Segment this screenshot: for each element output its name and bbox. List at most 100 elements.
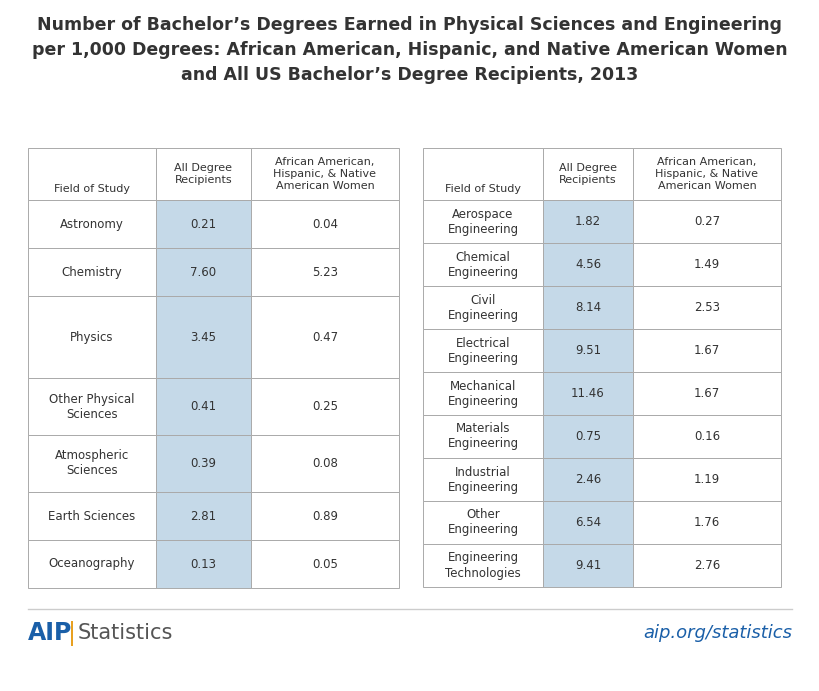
Text: 0.08: 0.08: [312, 457, 337, 470]
Bar: [632, 372, 780, 415]
Bar: [423, 329, 542, 372]
Text: Mechanical
Engineering: Mechanical Engineering: [447, 379, 518, 408]
Bar: [423, 372, 542, 415]
Text: 5.23: 5.23: [311, 265, 337, 278]
Text: 0.27: 0.27: [693, 215, 719, 228]
Bar: [423, 148, 542, 200]
Text: 0.39: 0.39: [190, 457, 216, 470]
Bar: [542, 286, 632, 329]
Text: Engineering
Technologies: Engineering Technologies: [445, 551, 520, 580]
Text: 1.76: 1.76: [693, 516, 719, 529]
Text: 1.67: 1.67: [693, 344, 719, 357]
Text: Other
Engineering: Other Engineering: [447, 509, 518, 536]
Bar: [156, 378, 251, 435]
Text: Civil
Engineering: Civil Engineering: [447, 294, 518, 321]
Bar: [542, 415, 632, 458]
Bar: [632, 501, 780, 544]
Bar: [423, 243, 542, 286]
Text: 1.49: 1.49: [693, 258, 719, 271]
Bar: [632, 415, 780, 458]
Bar: [251, 540, 399, 588]
Text: Statistics: Statistics: [78, 623, 173, 643]
Text: 0.25: 0.25: [311, 400, 337, 413]
Text: Materials
Engineering: Materials Engineering: [447, 422, 518, 451]
Bar: [542, 148, 632, 200]
Text: All Degree
Recipients: All Degree Recipients: [559, 163, 616, 184]
Text: 8.14: 8.14: [574, 301, 600, 314]
Text: 11.46: 11.46: [570, 387, 604, 400]
Bar: [632, 243, 780, 286]
Text: 2.46: 2.46: [574, 473, 600, 486]
Text: 6.54: 6.54: [574, 516, 600, 529]
Bar: [423, 501, 542, 544]
Bar: [542, 329, 632, 372]
Bar: [28, 492, 156, 540]
Bar: [156, 540, 251, 588]
Bar: [542, 372, 632, 415]
Text: 4.56: 4.56: [574, 258, 600, 271]
Text: Other Physical
Sciences: Other Physical Sciences: [49, 392, 134, 421]
Bar: [632, 286, 780, 329]
Bar: [156, 435, 251, 492]
Text: African American,
Hispanic, & Native
American Women: African American, Hispanic, & Native Ame…: [654, 158, 758, 191]
Bar: [156, 200, 251, 248]
Text: 0.16: 0.16: [693, 430, 719, 443]
Text: AIP: AIP: [28, 621, 72, 645]
Bar: [28, 200, 156, 248]
Text: Physics: Physics: [70, 330, 114, 343]
Bar: [251, 435, 399, 492]
Bar: [28, 435, 156, 492]
Text: 0.21: 0.21: [190, 218, 216, 231]
Text: Industrial
Engineering: Industrial Engineering: [447, 466, 518, 493]
Text: 2.53: 2.53: [693, 301, 719, 314]
Text: 2.81: 2.81: [190, 509, 216, 522]
Text: Chemistry: Chemistry: [61, 265, 122, 278]
Bar: [251, 492, 399, 540]
Text: Chemical
Engineering: Chemical Engineering: [447, 251, 518, 278]
Text: Number of Bachelor’s Degrees Earned in Physical Sciences and Engineering
per 1,0: Number of Bachelor’s Degrees Earned in P…: [32, 16, 787, 84]
Text: Oceanography: Oceanography: [48, 558, 135, 571]
Bar: [156, 492, 251, 540]
Bar: [423, 200, 542, 243]
Bar: [423, 286, 542, 329]
Text: 0.75: 0.75: [574, 430, 600, 443]
Text: All Degree
Recipients: All Degree Recipients: [174, 163, 233, 184]
Bar: [28, 248, 156, 296]
Bar: [423, 458, 542, 501]
Bar: [156, 296, 251, 378]
Bar: [251, 200, 399, 248]
Text: 0.13: 0.13: [190, 558, 216, 571]
Text: African American,
Hispanic, & Native
American Women: African American, Hispanic, & Native Ame…: [274, 158, 376, 191]
Bar: [251, 148, 399, 200]
Bar: [542, 501, 632, 544]
Bar: [632, 458, 780, 501]
Text: 1.19: 1.19: [693, 473, 719, 486]
Bar: [423, 415, 542, 458]
Bar: [156, 248, 251, 296]
Bar: [28, 378, 156, 435]
Text: aip.org/statistics: aip.org/statistics: [642, 624, 791, 642]
Bar: [632, 329, 780, 372]
Bar: [632, 200, 780, 243]
Bar: [28, 296, 156, 378]
Text: 1.82: 1.82: [574, 215, 600, 228]
Text: Aerospace
Engineering: Aerospace Engineering: [447, 207, 518, 236]
Bar: [542, 243, 632, 286]
Bar: [423, 544, 542, 587]
Bar: [251, 248, 399, 296]
Bar: [28, 540, 156, 588]
Text: 2.76: 2.76: [693, 559, 719, 572]
Text: 3.45: 3.45: [190, 330, 216, 343]
Text: Field of Study: Field of Study: [445, 184, 520, 194]
Bar: [542, 544, 632, 587]
Bar: [632, 148, 780, 200]
Text: Earth Sciences: Earth Sciences: [48, 509, 135, 522]
Text: 1.67: 1.67: [693, 387, 719, 400]
Text: Atmospheric
Sciences: Atmospheric Sciences: [55, 450, 129, 477]
Bar: [28, 148, 156, 200]
Text: 7.60: 7.60: [190, 265, 216, 278]
Text: |: |: [68, 621, 76, 645]
Text: 0.89: 0.89: [311, 509, 337, 522]
Text: Field of Study: Field of Study: [54, 184, 130, 194]
Bar: [542, 458, 632, 501]
